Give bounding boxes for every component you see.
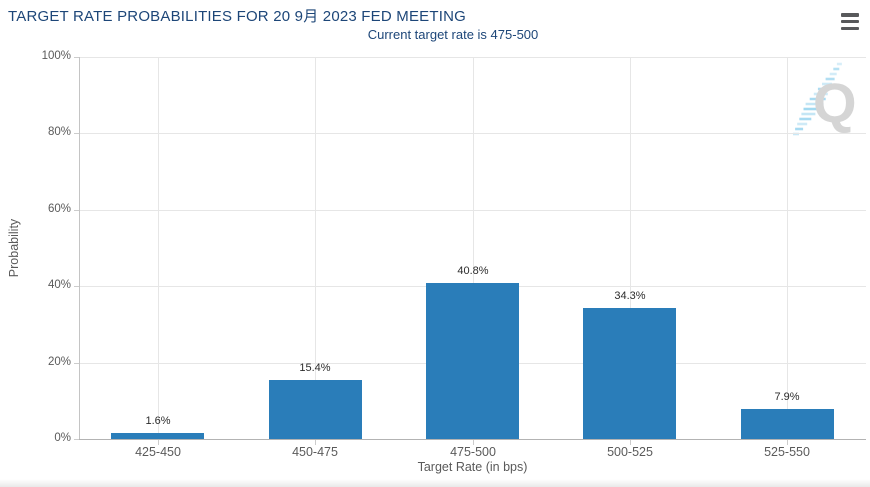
x-axis-line: [79, 439, 866, 440]
menu-bar: [841, 13, 859, 17]
x-axis-tick: [158, 440, 159, 445]
x-axis-tick-label: 425-450: [135, 445, 181, 459]
quikstrike-logo-watermark: Q: [793, 62, 857, 136]
y-axis-tick-label: 80%: [47, 126, 71, 138]
gridline-vertical: [315, 57, 316, 439]
x-axis-tick: [787, 440, 788, 445]
chart-title: TARGET RATE PROBABILITIES FOR 20 9月 2023…: [8, 8, 467, 25]
chart-subtitle: Current target rate is 475-500: [367, 27, 539, 42]
x-axis-tick-label: 450-475: [292, 445, 338, 459]
x-axis-title: Target Rate (in bps): [417, 460, 528, 474]
y-axis-title: Probability: [7, 218, 21, 278]
y-axis-tick: [74, 57, 79, 58]
bar-value-label: 1.6%: [145, 415, 171, 427]
gridline-horizontal: [79, 133, 866, 134]
bar-value-label: 34.3%: [614, 290, 646, 302]
gridline-vertical: [473, 57, 474, 439]
x-axis-tick: [473, 440, 474, 445]
y-axis-tick: [74, 210, 79, 211]
y-axis-tick-label: 100%: [41, 50, 71, 62]
y-axis-tick-label: 40%: [47, 279, 71, 291]
gridline-vertical: [158, 57, 159, 439]
bottom-divider: [0, 479, 870, 487]
x-axis-tick: [315, 440, 316, 445]
gridline-horizontal: [79, 57, 866, 58]
x-axis-tick-label: 525-550: [764, 445, 810, 459]
y-axis-tick-label: 0%: [54, 432, 71, 444]
y-axis-tick: [74, 286, 79, 287]
probability-bar[interactable]: [741, 409, 834, 439]
x-axis-tick: [630, 440, 631, 445]
gridline-horizontal: [79, 210, 866, 211]
y-axis-tick: [74, 363, 79, 364]
menu-bar: [841, 19, 859, 24]
bar-value-label: 15.4%: [299, 362, 331, 374]
y-axis-tick: [74, 439, 79, 440]
menu-icon[interactable]: [840, 12, 860, 31]
bar-value-label: 7.9%: [774, 391, 800, 403]
probability-bar[interactable]: [111, 433, 204, 439]
x-axis-tick-label: 475-500: [450, 445, 496, 459]
y-axis-tick: [74, 133, 79, 134]
gridline-vertical: [787, 57, 788, 439]
y-axis-tick-label: 20%: [47, 356, 71, 368]
y-axis-line: [79, 57, 80, 439]
probability-bar[interactable]: [426, 283, 519, 439]
x-axis-tick-label: 500-525: [607, 445, 653, 459]
svg-text:Q: Q: [813, 71, 857, 134]
menu-bar: [841, 26, 859, 30]
gridline-vertical: [630, 57, 631, 439]
y-axis-tick-label: 60%: [47, 203, 71, 215]
probability-bar[interactable]: [583, 308, 676, 439]
bar-value-label: 40.8%: [457, 265, 489, 277]
probability-bar[interactable]: [269, 380, 362, 439]
